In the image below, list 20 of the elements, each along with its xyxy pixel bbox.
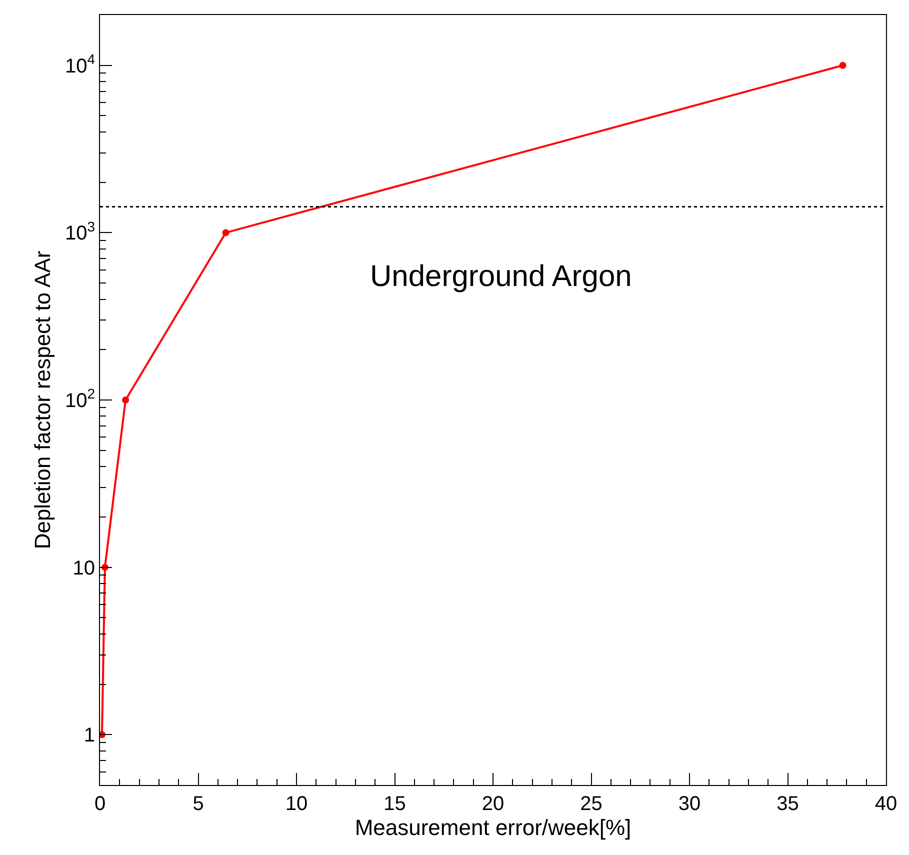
y-tick-label: 10$^{4}$ xyxy=(64,50,96,78)
x-tick-label: 15 xyxy=(384,793,406,815)
y-tick-label: 1 xyxy=(84,724,95,747)
x-tick-label: 10 xyxy=(285,793,308,815)
point xyxy=(222,229,230,236)
point xyxy=(122,396,130,404)
x-tick-label: 25 xyxy=(580,793,602,815)
x-tick-label: 30 xyxy=(678,793,701,815)
x-axis-title: Measurement error/week[%] xyxy=(354,815,632,840)
y-tick-label: 10 xyxy=(72,557,95,580)
x-tick-label: 5 xyxy=(192,793,204,815)
x-tick-label: 0 xyxy=(94,793,106,815)
y-tick-label: 10$^{2}$ xyxy=(64,386,96,412)
x-tick-label: 35 xyxy=(776,793,799,815)
point xyxy=(839,62,846,69)
y-tick-label: 10$^{3}$ xyxy=(64,218,96,245)
y-axis-title: Depletion factor respect to AAr xyxy=(30,250,55,550)
x-tick-label: 20 xyxy=(482,793,504,815)
annotation: Underground Argon xyxy=(370,260,632,293)
x-tick-label: 40 xyxy=(874,793,898,815)
